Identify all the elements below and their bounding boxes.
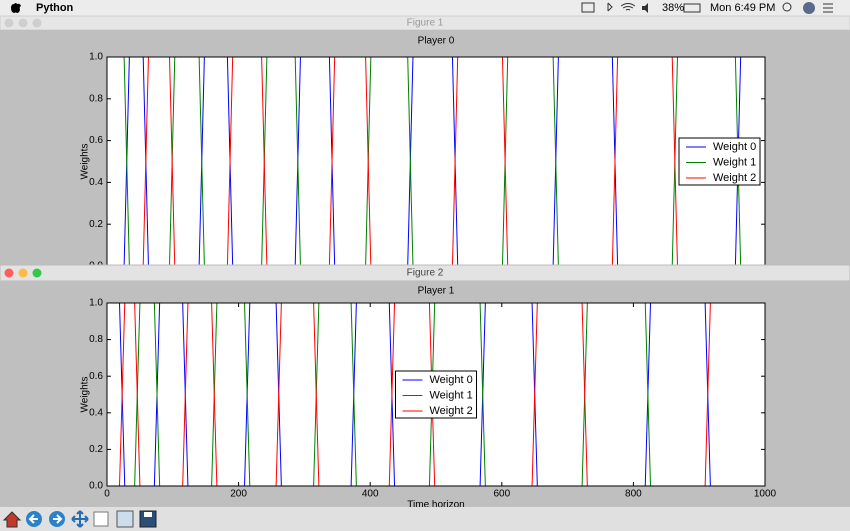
plot-area: [107, 57, 765, 265]
chart-title: Player 0: [418, 36, 455, 47]
zoom-button[interactable]: [32, 268, 42, 278]
bluetooth-icon[interactable]: [607, 2, 613, 12]
legend-label: Weight 1: [430, 389, 473, 401]
window-title: Figure 2: [407, 268, 444, 279]
legend-label: Weight 0: [430, 374, 473, 386]
menubar: [0, 0, 850, 16]
y-tick-label: 0.4: [89, 407, 103, 418]
back-arrow: [28, 514, 38, 524]
close-button[interactable]: [4, 18, 14, 28]
legend-box: [678, 137, 761, 186]
y-tick-label: 0.8: [89, 334, 103, 345]
y-axis-label: Weights: [80, 377, 91, 413]
battery-icon[interactable]: [683, 3, 701, 13]
close-button[interactable]: [4, 268, 14, 278]
pan-button[interactable]: [71, 510, 89, 528]
battery-text[interactable]: 38%: [662, 2, 684, 14]
x-tick-label: 400: [362, 489, 379, 500]
y-tick-label: 1.0: [89, 298, 103, 309]
chart: Player 0 0.0 0.2 0.4 0.6 0.8 1.0 Weights Weight …: [80, 36, 766, 272]
legend-label: Weight 0: [713, 141, 756, 153]
app-name[interactable]: Python: [36, 2, 74, 14]
apple-logo[interactable]: [11, 3, 21, 13]
chart: Player 1 0.0 0.2 0.4 0.6 0.8 1.0 0 200 400 600 800 1…: [80, 286, 777, 511]
search-icon[interactable]: [782, 2, 792, 12]
zoom-button[interactable]: [32, 18, 42, 28]
legend-label: Weight 2: [430, 405, 473, 417]
zoom-tool-button[interactable]: [93, 511, 109, 527]
y-tick-label: 0.6: [89, 135, 103, 146]
siri-icon[interactable]: [803, 2, 815, 14]
home-button[interactable]: [2, 511, 22, 528]
x-tick-label: 600: [493, 489, 510, 500]
y-tick-label: 0.6: [89, 371, 103, 382]
window-title: Figure 1: [407, 18, 444, 29]
y-tick-label: 0.2: [89, 444, 103, 455]
forward-arrow: [53, 514, 63, 524]
toolbar-buttons: [2, 510, 157, 528]
x-axis-label: Time horizon: [407, 500, 464, 511]
airplay-icon[interactable]: [581, 2, 595, 13]
y-tick-label: 0.0: [89, 261, 103, 272]
minimize-button[interactable]: [18, 18, 28, 28]
subplots-button[interactable]: [116, 510, 134, 528]
axes-frame: [106, 56, 766, 265]
y-tick-label: 0.8: [89, 93, 103, 104]
chart-title: Player 1: [418, 286, 455, 297]
wifi-icon[interactable]: [620, 3, 636, 11]
y-axis-label: Weights: [80, 144, 91, 180]
save-icon-label: [144, 512, 152, 517]
notification-icon[interactable]: [823, 3, 833, 13]
legend-label: Weight 1: [713, 156, 756, 168]
axes-frame: [106, 302, 766, 487]
y-tick-label: 0.0: [89, 481, 103, 492]
minimize-button[interactable]: [18, 268, 28, 278]
y-tick-label: 0.2: [89, 219, 103, 230]
clock[interactable]: Mon 6:49 PM: [710, 2, 775, 14]
x-tick-label: 1000: [754, 489, 777, 500]
x-tick-label: 800: [625, 489, 642, 500]
y-tick-label: 0.4: [89, 177, 103, 188]
volume-icon[interactable]: [642, 3, 648, 13]
x-tick-label: 0: [104, 489, 110, 500]
x-tick-label: 200: [230, 489, 247, 500]
y-tick-label: 1.0: [89, 52, 103, 63]
legend-box: [395, 370, 477, 419]
legend-label: Weight 2: [713, 172, 756, 184]
